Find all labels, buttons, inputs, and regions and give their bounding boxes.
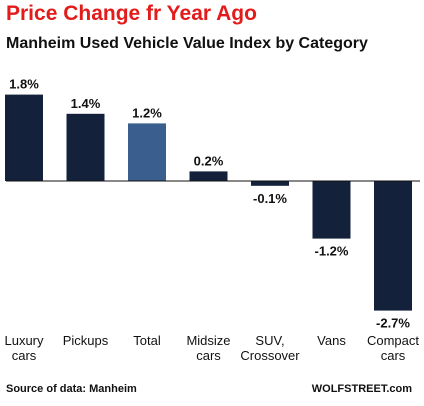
data-label: -0.1% bbox=[253, 191, 287, 206]
category-label: Crossover bbox=[240, 348, 300, 363]
category-label: Vans bbox=[317, 333, 346, 348]
data-label: 1.2% bbox=[132, 105, 162, 120]
category-label: cars bbox=[381, 348, 406, 363]
bar bbox=[5, 94, 43, 181]
chart-subtitle: Manheim Used Vehicle Value Index by Cate… bbox=[6, 35, 368, 52]
category-label: cars bbox=[12, 348, 37, 363]
category-label: Total bbox=[133, 333, 161, 348]
category-label: Luxury bbox=[4, 333, 44, 348]
brand-label: WOLFSTREET.com bbox=[311, 383, 412, 395]
category-label: Midsize bbox=[186, 333, 230, 348]
category-label: Compact bbox=[367, 333, 419, 348]
category-label: Pickups bbox=[63, 333, 109, 348]
data-label: 1.8% bbox=[9, 77, 39, 92]
bar bbox=[128, 123, 166, 181]
data-label: 0.2% bbox=[194, 153, 224, 168]
category-label: cars bbox=[196, 348, 221, 363]
data-label: -1.2% bbox=[315, 244, 349, 259]
bar bbox=[312, 181, 351, 239]
bar bbox=[66, 113, 105, 181]
source-note: Source of data: Manheim bbox=[6, 383, 137, 395]
category-label: SUV, bbox=[255, 333, 284, 348]
data-label: -2.7% bbox=[376, 316, 410, 331]
bar bbox=[189, 171, 228, 181]
data-label: 1.4% bbox=[71, 96, 101, 111]
bar-chart: 1.8%Luxurycars1.4%Pickups1.2%Total0.2%Mi… bbox=[4, 77, 420, 363]
chart-title: Price Change fr Year Ago bbox=[6, 2, 257, 25]
bar bbox=[251, 181, 289, 186]
bar bbox=[374, 181, 412, 311]
